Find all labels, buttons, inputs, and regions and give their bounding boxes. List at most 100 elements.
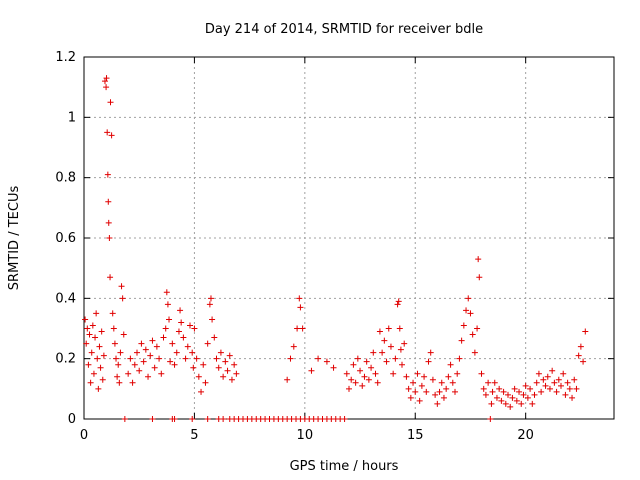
- data-point: [354, 355, 361, 362]
- data-point: [163, 289, 170, 296]
- data-point: [118, 283, 125, 290]
- data-point: [162, 325, 169, 332]
- data-point: [103, 84, 110, 91]
- data-point: [416, 397, 423, 404]
- data-point: [505, 391, 511, 398]
- data-point: [487, 416, 494, 422]
- data-point: [90, 370, 97, 377]
- data-point: [531, 391, 538, 398]
- data-point: [467, 310, 474, 317]
- x-tick-label: 15: [407, 428, 424, 443]
- x-tick-label: 20: [517, 428, 534, 443]
- data-point: [84, 325, 91, 332]
- data-point: [108, 132, 115, 139]
- data-point: [348, 376, 355, 383]
- data-point: [454, 370, 461, 377]
- data-point: [493, 394, 500, 401]
- data-point: [105, 198, 112, 205]
- y-tick-label: 0.8: [55, 171, 76, 186]
- y-tick-label: 0.2: [55, 352, 76, 367]
- data-point: [177, 307, 184, 314]
- data-point: [560, 370, 567, 377]
- data-point: [207, 295, 214, 302]
- data-point: [125, 370, 132, 377]
- data-point: [485, 379, 492, 386]
- data-point: [372, 370, 379, 377]
- y-tick-label: 0.6: [55, 231, 76, 246]
- data-point: [436, 388, 443, 395]
- data-point: [410, 379, 417, 386]
- data-point: [217, 349, 224, 356]
- data-point: [113, 355, 120, 362]
- y-tick-label: 0: [68, 412, 76, 427]
- data-point: [573, 385, 580, 392]
- data-point: [287, 355, 294, 362]
- data-point: [452, 388, 458, 395]
- data-point: [527, 385, 534, 392]
- data-point: [425, 358, 432, 365]
- data-point: [129, 379, 136, 386]
- data-point: [290, 343, 297, 350]
- data-point: [571, 376, 578, 383]
- data-point: [204, 340, 211, 347]
- data-point: [134, 349, 140, 356]
- data-point: [323, 358, 330, 365]
- data-point: [167, 358, 174, 365]
- data-point: [119, 295, 126, 302]
- data-point: [546, 385, 553, 392]
- data-point: [370, 349, 377, 356]
- data-point: [92, 334, 99, 341]
- data-point: [429, 376, 436, 383]
- data-point: [357, 367, 364, 374]
- data-point: [456, 355, 463, 362]
- data-point: [83, 340, 90, 347]
- data-point: [104, 129, 111, 136]
- data-point: [101, 78, 108, 85]
- data-point: [447, 361, 454, 368]
- data-point: [226, 352, 233, 359]
- data-point: [566, 385, 573, 392]
- data-point: [93, 310, 100, 317]
- chart-title: Day 214 of 2014, SRMTID for receiver bdl…: [205, 22, 483, 37]
- data-point: [476, 274, 483, 281]
- data-point: [575, 352, 582, 359]
- data-point: [97, 364, 104, 371]
- data-point: [145, 373, 152, 380]
- data-point: [224, 367, 231, 374]
- data-point: [294, 325, 301, 332]
- y-tick-label: 1: [68, 110, 76, 125]
- data-point: [149, 416, 156, 422]
- data-point: [187, 322, 193, 329]
- data-point: [361, 373, 368, 380]
- data-point: [522, 382, 529, 389]
- data-point: [488, 400, 495, 407]
- data-point: [414, 370, 421, 377]
- data-point: [376, 328, 383, 335]
- data-point: [107, 274, 114, 281]
- data-point: [297, 304, 304, 311]
- data-point: [341, 416, 348, 422]
- data-point: [233, 370, 240, 377]
- data-point: [434, 400, 441, 407]
- data-point: [533, 379, 540, 386]
- data-point: [423, 388, 430, 395]
- data-point: [383, 358, 390, 365]
- data-point: [222, 358, 229, 365]
- data-point: [392, 355, 399, 362]
- grid: [84, 57, 614, 419]
- data-point: [138, 340, 145, 347]
- data-point: [540, 376, 547, 383]
- data-point: [407, 394, 414, 401]
- data-point: [502, 400, 509, 407]
- y-axis-label: SRMTID / TECUs: [7, 186, 22, 291]
- data-point: [109, 310, 116, 317]
- data-point: [438, 379, 445, 386]
- data-point: [211, 334, 218, 341]
- data-point: [184, 343, 191, 350]
- data-point: [153, 343, 160, 350]
- data-point: [175, 328, 182, 335]
- data-point: [445, 373, 452, 380]
- data-point: [363, 358, 370, 365]
- data-point: [136, 367, 143, 374]
